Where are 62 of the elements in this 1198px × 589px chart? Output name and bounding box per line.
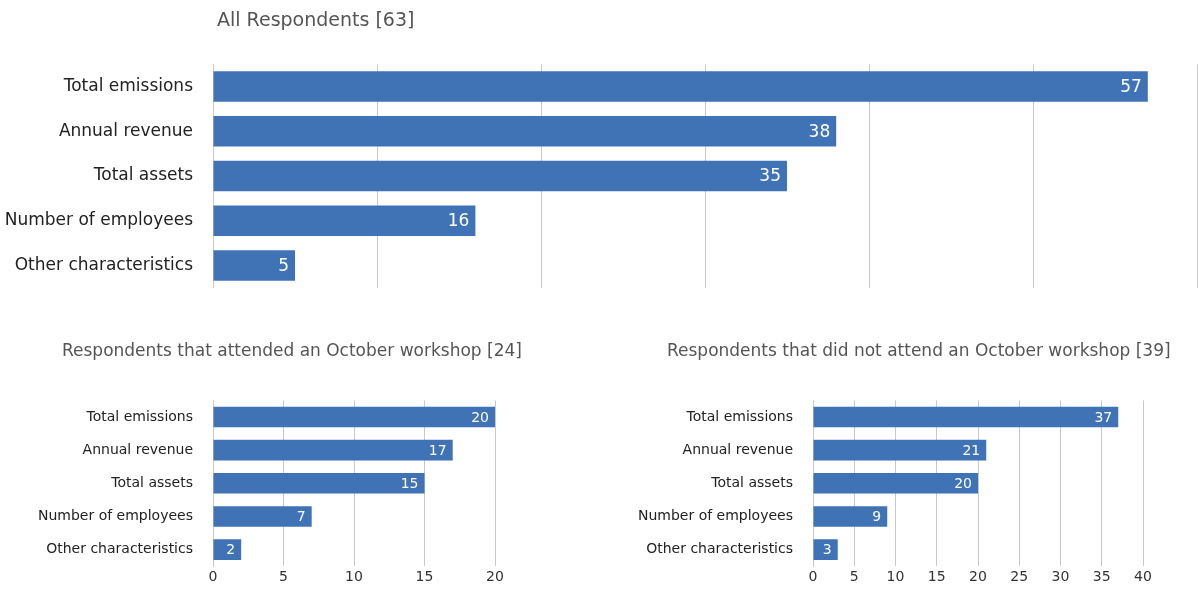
data-label: 2 xyxy=(226,541,236,558)
data-label: 3 xyxy=(822,541,832,558)
bar xyxy=(213,439,453,461)
data-label: 35 xyxy=(759,165,781,186)
y-tick-label: Number of employees xyxy=(637,507,793,524)
x-tick-label: 0 xyxy=(208,568,218,585)
bar xyxy=(813,506,888,527)
y-tick-label: Annual revenue xyxy=(58,119,193,140)
data-label: 21 xyxy=(962,441,981,458)
bar xyxy=(213,71,1148,102)
x-tick-label: 10 xyxy=(345,568,363,585)
x-tick-label: 20 xyxy=(486,568,504,585)
data-label: 15 xyxy=(400,474,419,491)
data-label: 5 xyxy=(278,254,289,275)
y-tick-label: Other characteristics xyxy=(14,253,194,274)
bar xyxy=(213,160,787,192)
bar xyxy=(813,539,838,560)
x-tick-label: 30 xyxy=(1051,568,1070,585)
bar xyxy=(213,205,476,236)
data-label: 20 xyxy=(471,408,489,425)
y-tick-label: Other characteristics xyxy=(646,540,793,557)
chart-title: All Respondents [63] xyxy=(217,8,415,30)
y-tick-label: Number of employees xyxy=(4,209,194,230)
data-label: 7 xyxy=(296,508,306,525)
bar xyxy=(213,406,495,428)
bar xyxy=(813,439,987,461)
x-tick-label: 5 xyxy=(279,568,288,585)
x-tick-label: 40 xyxy=(1134,568,1152,585)
x-tick-label: 25 xyxy=(1010,568,1029,585)
bar xyxy=(213,250,295,281)
data-label: 57 xyxy=(1120,75,1142,96)
y-tick-label: Annual revenue xyxy=(82,440,193,457)
chart-title: Respondents that attended an October workshop [24] xyxy=(62,340,522,360)
chart-title: Respondents that did not attend an October workshop [39] xyxy=(667,340,1171,360)
x-tick-label: 0 xyxy=(808,568,818,585)
y-tick-label: Other characteristics xyxy=(46,540,193,557)
y-tick-label: Total emissions xyxy=(85,407,193,424)
y-tick-label: Total assets xyxy=(710,473,793,490)
bar xyxy=(813,473,978,494)
y-tick-label: Total assets xyxy=(110,473,193,490)
data-label: 20 xyxy=(954,474,972,491)
y-tick-label: Total emissions xyxy=(62,74,194,95)
data-label: 9 xyxy=(872,508,882,525)
bar xyxy=(813,406,1119,428)
bar xyxy=(213,473,425,494)
bar xyxy=(213,116,837,147)
bar xyxy=(213,539,242,560)
data-label: 16 xyxy=(447,210,470,231)
y-tick-label: Total assets xyxy=(92,164,194,185)
data-label: 17 xyxy=(428,441,447,458)
y-tick-label: Annual revenue xyxy=(682,440,793,457)
data-label: 38 xyxy=(808,120,831,141)
x-tick-label: 15 xyxy=(415,568,434,585)
y-tick-label: Number of employees xyxy=(37,507,193,524)
x-tick-label: 15 xyxy=(927,568,946,585)
x-tick-label: 20 xyxy=(969,568,987,585)
x-tick-label: 5 xyxy=(849,568,859,585)
x-tick-label: 10 xyxy=(886,568,905,585)
x-tick-label: 35 xyxy=(1092,568,1111,585)
y-tick-label: Total emissions xyxy=(685,407,793,424)
data-label: 37 xyxy=(1094,408,1113,425)
bar xyxy=(213,506,312,527)
